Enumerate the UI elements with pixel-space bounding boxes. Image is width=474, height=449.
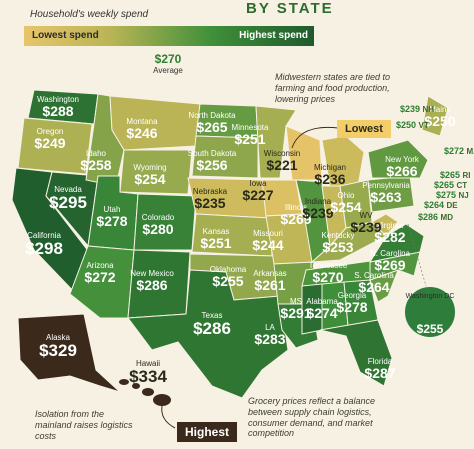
- legend-low-label: Lowest spend: [32, 30, 99, 41]
- subtitle: BY STATE: [246, 0, 334, 17]
- dc-label: Washington DC: [406, 293, 455, 300]
- state-shape-iowa: [261, 179, 303, 217]
- dc-circle: [403, 285, 457, 339]
- small-state-name: RI: [462, 171, 471, 180]
- highest-tag: Highest: [177, 422, 238, 442]
- small-state-value: $239: [400, 104, 423, 114]
- alaska-callout: Isolation from the mainland raises logis…: [35, 409, 133, 441]
- small-state-name: MA: [466, 147, 474, 156]
- state-shape-maine: [421, 95, 449, 137]
- state-shape-ohio: [339, 179, 373, 229]
- midwest-callout: Midwestern states are tied to farming an…: [275, 72, 391, 104]
- small-state-value: $264: [424, 200, 447, 210]
- small-state-name: VT: [418, 121, 429, 130]
- small-state-ma: $272 MA: [444, 146, 474, 156]
- dc-leader-line: [407, 223, 427, 287]
- state-shape-pennsylvania: [367, 175, 415, 213]
- small-state-nj: $275 NJ: [436, 190, 469, 200]
- state-shape-wv: [371, 213, 399, 237]
- state-shape-florida: [319, 319, 393, 387]
- hawaii-island-4: [153, 394, 171, 406]
- hawaii-island-1: [119, 379, 129, 385]
- average-value: $270: [154, 52, 182, 66]
- state-shape-montana: [109, 95, 201, 151]
- legend-bar: [24, 26, 314, 46]
- state-shape-wisconsin: [285, 125, 323, 181]
- small-state-name: DE: [446, 201, 458, 210]
- state-shape-minnesota: [255, 105, 297, 179]
- state-shape-nebraska: [187, 177, 269, 219]
- small-state-name: CT: [456, 181, 468, 190]
- small-state-nh: $239 NH: [400, 104, 434, 114]
- state-shape-oregon: [17, 117, 93, 175]
- state-shape-michigan: [321, 135, 365, 187]
- dc-name: Washington DC: [405, 293, 455, 300]
- dc-value: $255: [416, 322, 444, 336]
- grocery-callout: Grocery prices reflect a balance between…: [248, 396, 376, 439]
- small-state-vt: $250 VT: [396, 120, 429, 130]
- state-shape-texas: [127, 269, 289, 399]
- state-shape-wyoming: [119, 149, 193, 195]
- small-state-ri: $265 RI: [440, 170, 471, 180]
- small-state-de: $264 DE: [424, 200, 458, 210]
- lowest-arrow: [291, 126, 339, 149]
- state-shape-alaska: [17, 313, 121, 393]
- small-state-name: MD: [440, 213, 453, 222]
- small-state-value: $265: [440, 170, 463, 180]
- state-shape-ms: [301, 283, 323, 335]
- state-shape-arizona: [69, 245, 135, 319]
- small-state-value: $272: [444, 146, 467, 156]
- hawaii-island-2: [132, 383, 140, 389]
- legend-high-label: Highest spend: [239, 30, 308, 41]
- state-shape-alabama: [321, 281, 349, 331]
- small-state-value: $286: [418, 212, 441, 222]
- lowest-tag: Lowest: [337, 120, 391, 138]
- state-shape-colorado: [133, 193, 197, 251]
- state-shape-kansas: [191, 213, 273, 257]
- small-state-value: $250: [396, 120, 419, 130]
- small-state-name: NJ: [458, 191, 469, 200]
- small-state-value: $275: [436, 190, 459, 200]
- state-shape-south-dakota: [191, 135, 259, 179]
- state-shape-north-dakota: [195, 103, 259, 139]
- average-label: Average: [153, 66, 183, 75]
- state-shape-new-mexico: [127, 249, 191, 319]
- legend-title: Household's weekly spend: [30, 9, 149, 20]
- state-shape-new-york: [367, 139, 429, 179]
- small-state-ct: $265 CT: [434, 180, 467, 190]
- small-state-md: $286 MD: [418, 212, 453, 222]
- hawaii-island-3: [142, 388, 154, 396]
- highest-arrow: [161, 405, 176, 429]
- small-state-value: $265: [434, 180, 457, 190]
- small-state-name: NH: [422, 105, 435, 114]
